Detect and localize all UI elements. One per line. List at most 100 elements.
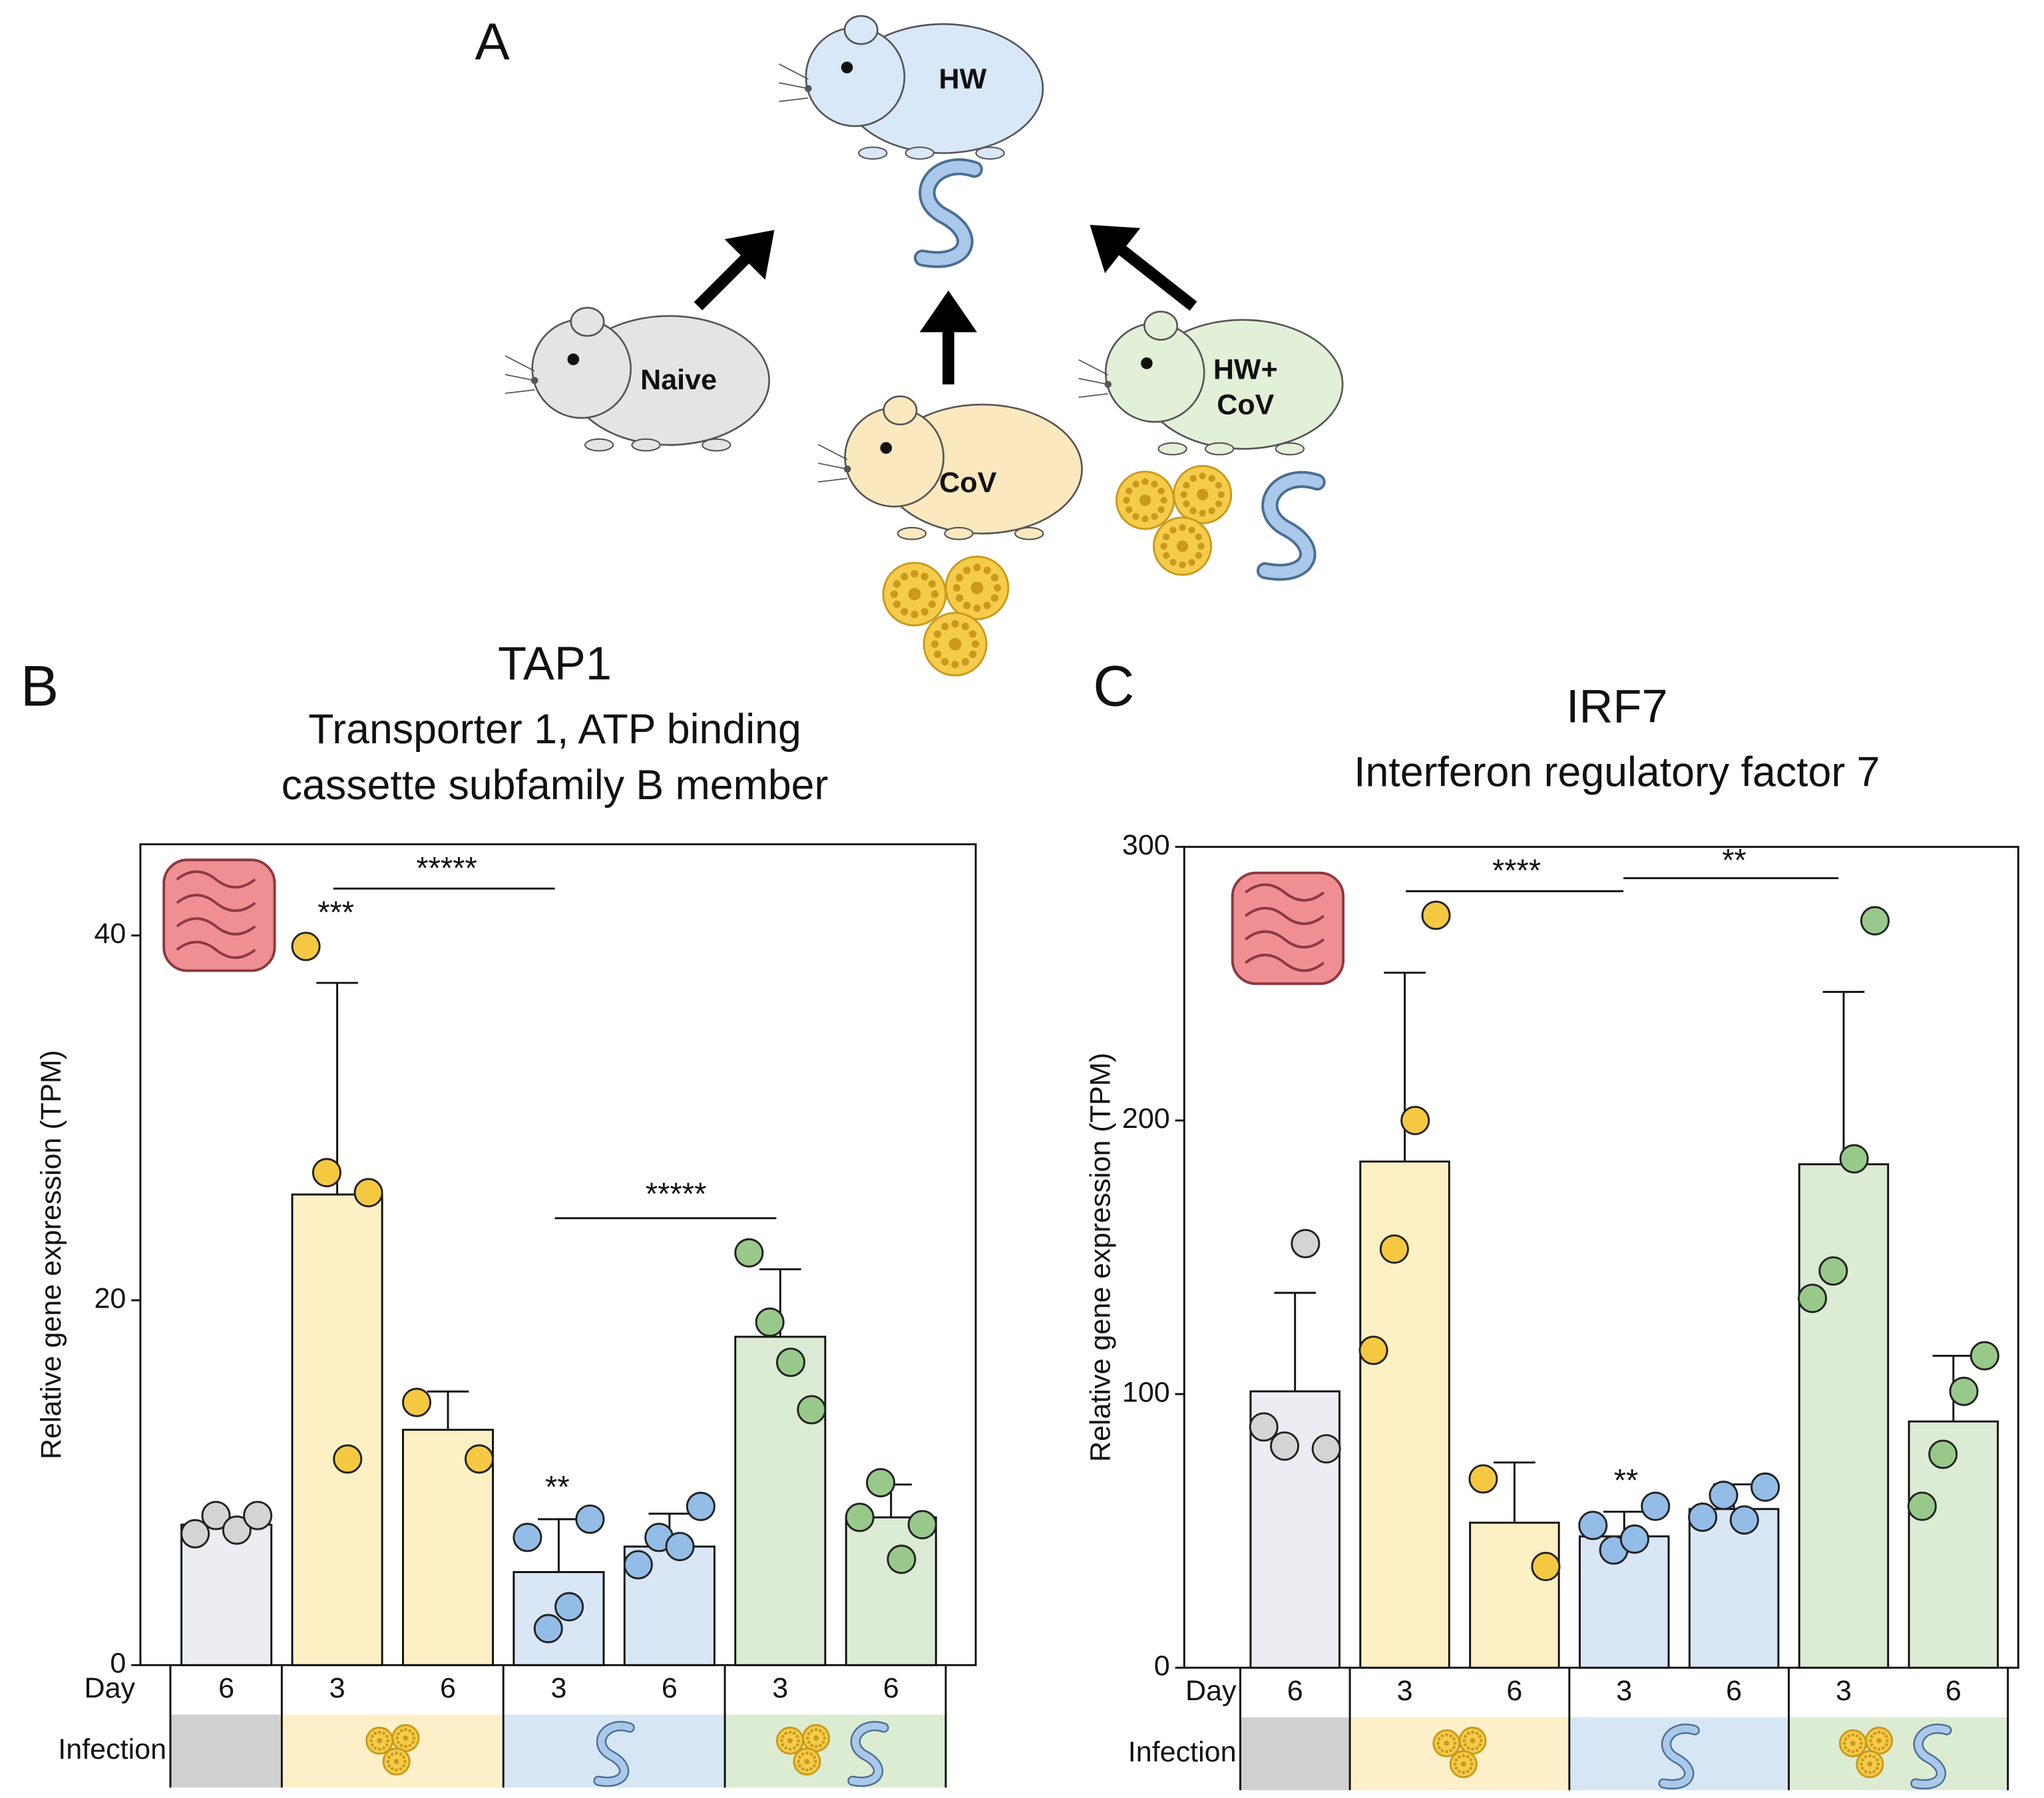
data-point bbox=[201, 1501, 231, 1530]
hamster-eye bbox=[841, 61, 853, 74]
virus-spike bbox=[983, 566, 991, 574]
virus-core bbox=[377, 1737, 383, 1743]
virus-spike bbox=[1195, 533, 1202, 540]
virus-spike bbox=[370, 1735, 374, 1738]
virus-spike bbox=[1123, 496, 1130, 504]
intestine-fold bbox=[176, 940, 256, 959]
data-point bbox=[1928, 1439, 1958, 1469]
virus-spike bbox=[1141, 515, 1149, 523]
virus-spike bbox=[1872, 1755, 1876, 1759]
data-point bbox=[623, 1550, 653, 1580]
day-label: 6 bbox=[662, 1672, 678, 1704]
panel-label: C bbox=[1093, 654, 1134, 718]
virus-spike bbox=[1132, 512, 1139, 520]
virus-spike bbox=[809, 1767, 813, 1771]
hamster-whisker bbox=[779, 97, 809, 102]
bar bbox=[1908, 1420, 1999, 1669]
virus-spike bbox=[1469, 1758, 1473, 1762]
virus-spike bbox=[1873, 1731, 1877, 1735]
virus-core bbox=[813, 1735, 819, 1741]
bar bbox=[1359, 1161, 1450, 1669]
virus-core bbox=[1470, 1737, 1476, 1743]
intestine-icon bbox=[162, 858, 276, 972]
virus-icon bbox=[365, 1726, 394, 1755]
virus-spike bbox=[370, 1743, 374, 1747]
virus-core bbox=[1876, 1737, 1882, 1743]
virus-spike bbox=[412, 1736, 416, 1740]
virus-spike bbox=[1179, 524, 1186, 531]
data-point bbox=[887, 1544, 917, 1574]
virus-spike bbox=[1855, 1734, 1859, 1738]
virus-spike bbox=[1454, 1767, 1458, 1770]
virus-spike bbox=[395, 1736, 399, 1740]
virus-spike bbox=[1466, 1755, 1470, 1759]
virus-spike bbox=[961, 657, 969, 666]
virus-spike bbox=[779, 1739, 783, 1743]
hamster-foot bbox=[631, 438, 661, 452]
hamster-whisker bbox=[817, 444, 848, 460]
virus-spike bbox=[403, 1759, 407, 1763]
virus-core bbox=[908, 588, 921, 601]
virus-spike bbox=[1440, 1734, 1444, 1738]
virus-spike bbox=[963, 602, 971, 610]
hamster-icon bbox=[505, 307, 770, 452]
row-label: Infection bbox=[1128, 1736, 1237, 1768]
virus-spike bbox=[1179, 561, 1186, 568]
virus-spike bbox=[1188, 558, 1195, 566]
virus-spike bbox=[961, 622, 969, 631]
virus-spike bbox=[1163, 533, 1170, 540]
hamster-foot bbox=[584, 438, 614, 452]
virus-spike bbox=[810, 1729, 814, 1733]
virus-spike bbox=[387, 1764, 391, 1767]
virus-icon bbox=[1173, 464, 1233, 524]
virus-spike bbox=[397, 1732, 400, 1735]
virus-spike bbox=[1458, 1769, 1461, 1773]
significance-label: ** bbox=[545, 1469, 570, 1504]
group-label: CoV bbox=[1217, 389, 1274, 421]
virus-spike bbox=[901, 608, 909, 616]
virus-spike bbox=[807, 1732, 811, 1735]
y-tick-label: 200 bbox=[1122, 1103, 1170, 1135]
chart-subtitle: cassette subfamily B member bbox=[282, 762, 829, 809]
virus-spike bbox=[1884, 1735, 1888, 1738]
virus-spike bbox=[1195, 552, 1202, 559]
infection-cell bbox=[1240, 1717, 1351, 1791]
virus-spike bbox=[968, 630, 977, 638]
hamster-foot bbox=[975, 146, 1005, 160]
day-label: 3 bbox=[772, 1672, 788, 1704]
virus-spike bbox=[1876, 1758, 1879, 1762]
virus-spike bbox=[411, 1732, 415, 1735]
hamster-foot bbox=[1157, 442, 1187, 456]
virus-spike bbox=[404, 1727, 407, 1731]
data-point bbox=[1797, 1284, 1828, 1314]
virus-spike bbox=[408, 1729, 412, 1733]
virus-spike bbox=[1868, 1754, 1872, 1757]
panel-label: B bbox=[21, 654, 59, 718]
data-point bbox=[1291, 1228, 1321, 1258]
virus-spike bbox=[399, 1743, 403, 1747]
virus-spike bbox=[807, 1740, 811, 1744]
virus-spike bbox=[1160, 542, 1167, 550]
worm-body bbox=[1912, 1725, 1951, 1788]
arrow-head bbox=[919, 290, 977, 333]
virus-spike bbox=[798, 1764, 801, 1767]
data-point bbox=[1688, 1503, 1718, 1532]
virus-spike bbox=[1169, 558, 1177, 566]
data-point bbox=[1969, 1341, 1999, 1371]
hamster-ear bbox=[570, 307, 605, 337]
hamster-whisker bbox=[1078, 377, 1108, 385]
virus-spike bbox=[1868, 1739, 1872, 1743]
virus-core bbox=[1139, 494, 1151, 506]
data-point bbox=[401, 1387, 432, 1417]
intestine-fold bbox=[1245, 930, 1325, 949]
virus-spike bbox=[1876, 1762, 1880, 1766]
virus-spike bbox=[1886, 1739, 1890, 1743]
virus-spike bbox=[814, 1745, 818, 1749]
virus-spike bbox=[1157, 487, 1165, 495]
data-point bbox=[353, 1178, 383, 1208]
hamster-foot bbox=[905, 146, 935, 160]
virus-spike bbox=[952, 584, 961, 592]
significance-label: **** bbox=[1492, 852, 1541, 888]
virus-spike bbox=[1440, 1749, 1444, 1753]
data-point bbox=[1400, 1105, 1430, 1135]
